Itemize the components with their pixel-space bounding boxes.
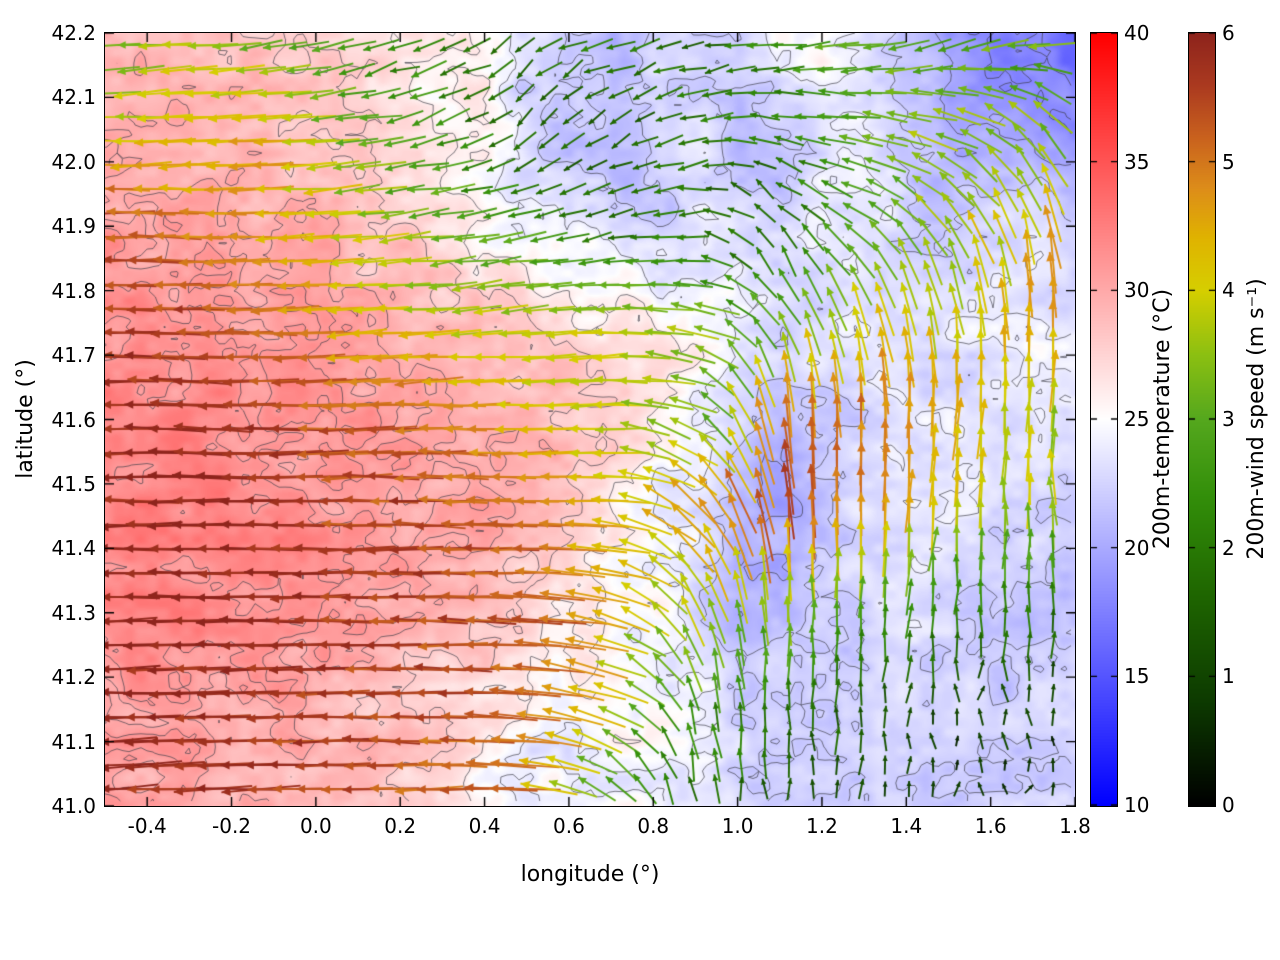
- temperature-colorbar-tick-label: 40: [1124, 21, 1150, 45]
- x-tick-label: -0.2: [212, 814, 252, 838]
- temperature-colorbar-tick-label: 20: [1124, 535, 1150, 560]
- y-tick-label: 41.9: [51, 214, 96, 239]
- wind-colorbar-tick-label: 4: [1222, 278, 1235, 303]
- x-tick-label: 1.2: [806, 814, 838, 838]
- wind-colorbar-tick-label: 1: [1222, 664, 1235, 689]
- y-tick-label: 41.0: [51, 794, 96, 818]
- y-tick-label: 41.7: [51, 343, 96, 368]
- y-tick-label: 42.0: [51, 149, 96, 174]
- x-tick-label: 0.0: [299, 814, 332, 838]
- x-tick-label: 0.6: [553, 814, 585, 838]
- y-tick-label: 41.5: [51, 471, 96, 496]
- y-tick-label: 42.1: [51, 85, 96, 110]
- temperature-colorbar-tick-label: 35: [1124, 149, 1150, 174]
- x-tick-label: 1.6: [974, 814, 1007, 838]
- x-tick-label: 1.4: [890, 814, 923, 838]
- y-tick-label: 42.2: [51, 21, 96, 45]
- x-tick-label: 0.4: [468, 814, 501, 838]
- y-tick-label: 41.2: [51, 665, 96, 690]
- temperature-colorbar-tick-label: 10: [1124, 793, 1150, 817]
- x-tick-label: 1.8: [1059, 814, 1091, 838]
- x-tick-label: 0.2: [384, 814, 417, 838]
- temperature-colorbar: [1090, 32, 1118, 807]
- y-tick-label: 41.6: [51, 407, 96, 432]
- x-tick-label: -0.4: [127, 814, 167, 838]
- y-tick-label: 41.1: [51, 729, 96, 754]
- wind-colorbar-tick-label: 5: [1222, 149, 1235, 174]
- y-tick-label: 41.8: [51, 278, 96, 303]
- x-tick-label: 1.0: [721, 814, 754, 838]
- wind-colorbar-tick-label: 2: [1222, 535, 1235, 560]
- x-axis-label: longitude (°): [520, 862, 660, 887]
- temperature-colorbar-tick-label: 15: [1124, 664, 1150, 689]
- wind-colorbar-tick-label: 0: [1222, 793, 1235, 817]
- y-tick-label: 41.3: [51, 600, 96, 625]
- x-tick-label: 0.8: [637, 814, 670, 838]
- wind-colorbar-tick-label: 6: [1222, 21, 1235, 45]
- y-tick-label: 41.4: [51, 536, 96, 561]
- map-plot-area: [104, 32, 1076, 807]
- wind-colorbar-tick-label: 3: [1222, 407, 1235, 431]
- temperature-colorbar-tick-label: 25: [1124, 407, 1150, 431]
- temperature-colorbar-tick-label: 30: [1124, 278, 1150, 303]
- wind-speed-colorbar: [1188, 32, 1216, 807]
